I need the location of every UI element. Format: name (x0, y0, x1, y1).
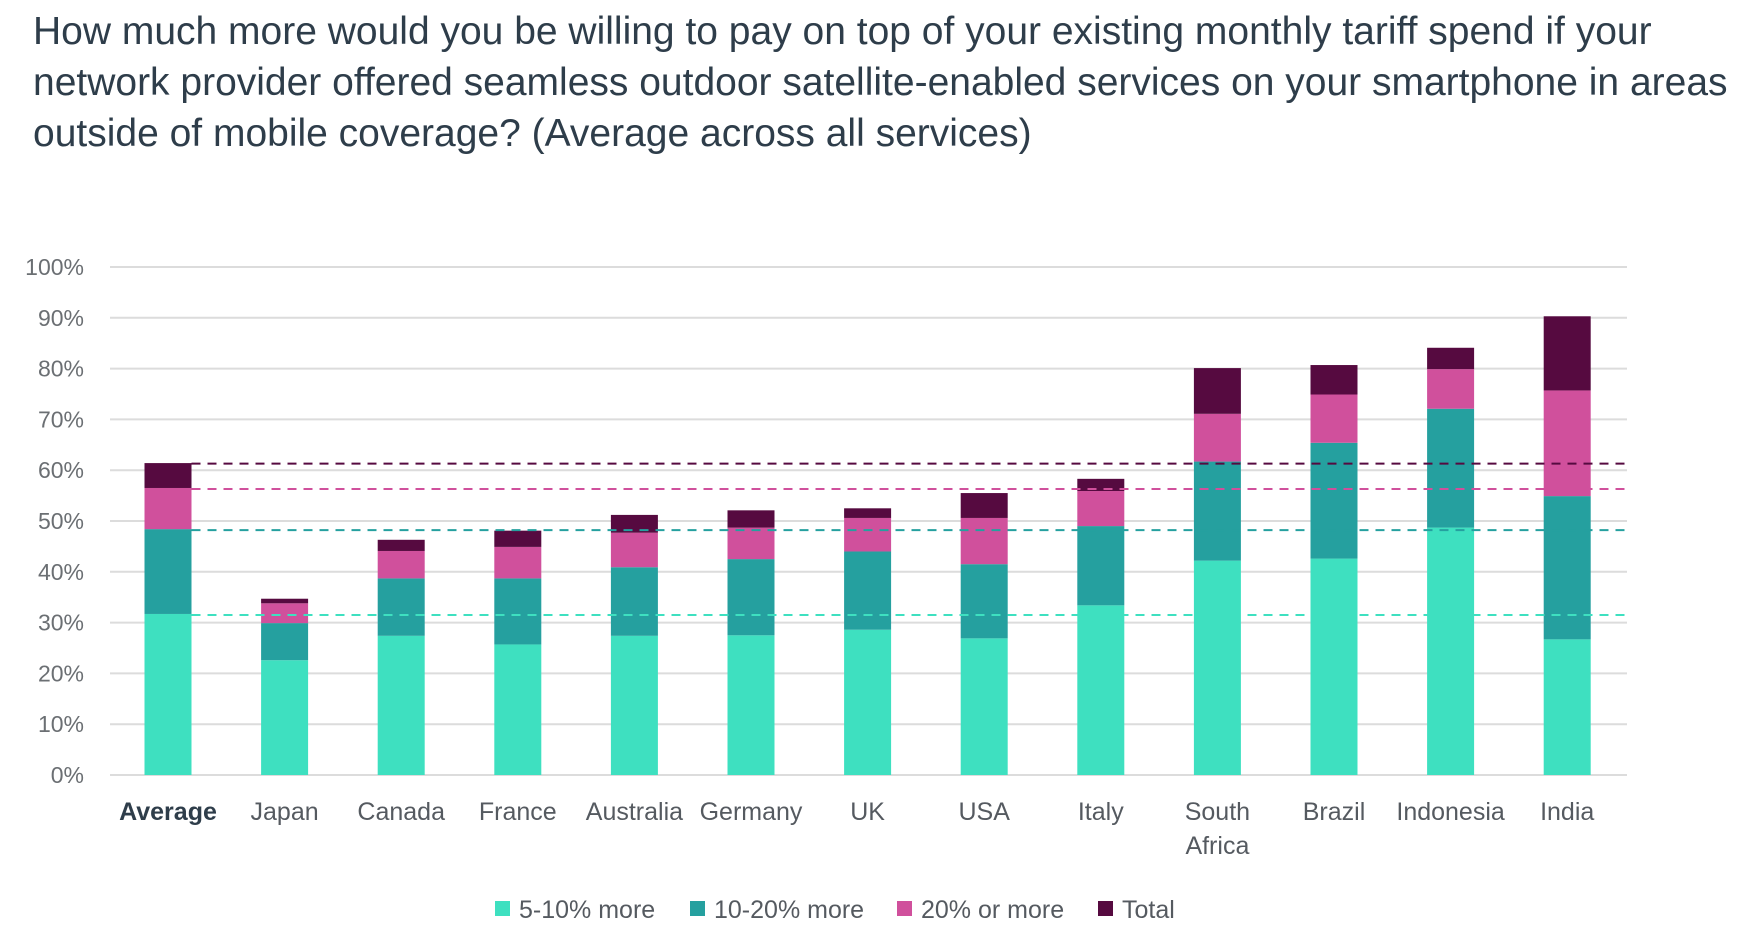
bar-segment-5-10-more (960, 638, 1008, 775)
legend-swatch (495, 901, 510, 916)
bar-segment-10-20-more (1543, 496, 1591, 640)
bar-segment-20-or-more (377, 550, 425, 579)
legend-label: 20% or more (921, 896, 1064, 924)
bar-segment-10-20-more (1193, 461, 1241, 561)
bar-segment-total (494, 530, 542, 547)
bar-segment-10-20-more (727, 559, 775, 636)
y-tick-label: 70% (38, 406, 84, 432)
bar-segment-5-10-more (1427, 527, 1475, 775)
bar-segment-total (1427, 347, 1475, 370)
bar-segment-total (1193, 368, 1241, 414)
bar-segment-10-20-more (960, 564, 1008, 639)
y-tick-label: 40% (38, 559, 84, 585)
x-tick-label: France (479, 798, 557, 826)
bar-segment-5-10-more (494, 644, 542, 775)
bar-segment-20-or-more (261, 603, 309, 624)
chart-title: How much more would you be willing to pa… (33, 10, 1728, 155)
bar-segment-total (727, 510, 775, 528)
bar-segment-total (960, 493, 1008, 518)
bar-segment-10-20-more (494, 578, 542, 645)
bar-segment-total (144, 463, 192, 488)
legend-label: 10-20% more (714, 896, 864, 924)
bar-segment-total (844, 508, 892, 518)
legend-swatch (897, 901, 912, 916)
bar-segment-5-10-more (727, 635, 775, 775)
bar-segment-20-or-more (844, 517, 892, 552)
bar-segment-20-or-more (1077, 491, 1125, 527)
legend-swatch (690, 901, 705, 916)
x-tick-label: Indonesia (1396, 798, 1505, 826)
bar-segment-10-20-more (377, 578, 425, 636)
bar-segment-5-10-more (377, 635, 425, 775)
bar-segment-10-20-more (1310, 442, 1358, 559)
x-tick-label: Italy (1078, 798, 1124, 826)
bar-segment-5-10-more (144, 613, 192, 775)
bar-segment-total (261, 598, 309, 604)
bar-segment-10-20-more (1427, 408, 1475, 528)
y-tick-label: 50% (38, 508, 84, 534)
x-tick-label: USA (958, 798, 1010, 826)
bar-segment-5-10-more (1077, 605, 1125, 775)
y-tick-label: 0% (51, 762, 84, 788)
x-tick-label: Japan (251, 798, 319, 826)
bar-segment-20-or-more (727, 527, 775, 560)
x-tick-label: Canada (357, 798, 445, 826)
bar-segment-10-20-more (844, 551, 892, 630)
y-tick-label: 90% (38, 305, 84, 331)
x-tick-label: Average (119, 798, 217, 826)
legend-swatch (1098, 901, 1113, 916)
bar-segment-total (1310, 365, 1358, 395)
bar-segment-5-10-more (610, 635, 658, 775)
y-tick-label: 80% (38, 356, 84, 382)
x-tick-label: Germany (700, 798, 803, 826)
bar-segment-20-or-more (494, 546, 542, 579)
bar-segment-total (1077, 478, 1125, 492)
bar-segment-total (377, 539, 425, 551)
y-tick-label: 60% (38, 457, 84, 483)
x-tick-label: India (1540, 798, 1594, 826)
bar-segment-total (610, 514, 658, 533)
x-tick-label: Africa (1185, 832, 1249, 860)
bar-segment-20-or-more (1193, 413, 1241, 462)
x-tick-label: South (1185, 798, 1250, 826)
bar-segment-10-20-more (144, 529, 192, 614)
bar-segment-total (1543, 316, 1591, 391)
bar-segment-20-or-more (144, 487, 192, 530)
bar-segment-20-or-more (610, 532, 658, 568)
bar-segment-5-10-more (844, 629, 892, 775)
bar-segment-10-20-more (261, 623, 309, 661)
bar-segment-5-10-more (1543, 639, 1591, 775)
legend-label: 5-10% more (519, 896, 655, 924)
bar-segment-10-20-more (610, 567, 658, 636)
bar-segment-20-or-more (1427, 369, 1475, 409)
bar-segment-10-20-more (1077, 526, 1125, 606)
bar-segment-20-or-more (960, 517, 1008, 565)
bar-segment-5-10-more (1193, 560, 1241, 775)
y-tick-label: 30% (38, 610, 84, 636)
x-tick-label: Australia (586, 798, 683, 826)
legend-label: Total (1122, 896, 1175, 924)
x-tick-label: UK (850, 798, 885, 826)
x-tick-label: Brazil (1303, 798, 1366, 826)
bar-segment-5-10-more (261, 660, 309, 775)
y-tick-label: 100% (25, 254, 84, 280)
y-tick-label: 20% (38, 660, 84, 686)
bar-segment-20-or-more (1543, 390, 1591, 497)
bar-segment-5-10-more (1310, 558, 1358, 775)
y-tick-label: 10% (38, 711, 84, 737)
bar-segment-20-or-more (1310, 394, 1358, 443)
